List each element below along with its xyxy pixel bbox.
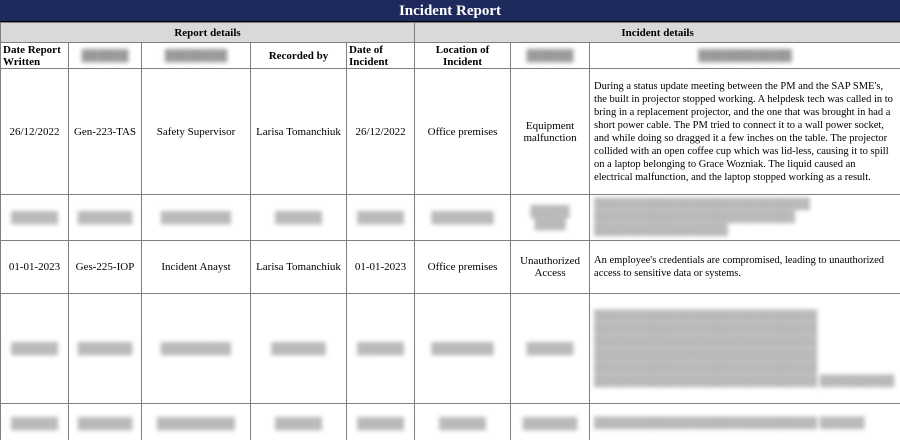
- cell-date-of-incident[interactable]: ██████: [345, 403, 416, 440]
- redacted-text: ██████████████████████████████ █████████…: [594, 310, 895, 387]
- redacted-text: ██████: [11, 211, 58, 224]
- col-date-written[interactable]: Date Report Written: [0, 42, 69, 69]
- cell-role[interactable]: Safety Supervisor: [141, 68, 251, 195]
- redacted-header: ██████: [81, 49, 129, 62]
- redacted-text: █████████: [160, 342, 232, 355]
- cell-date-of-incident[interactable]: 01-01-2023: [345, 240, 416, 294]
- cell-id[interactable]: ███████: [68, 194, 142, 241]
- redacted-header: ██████: [526, 49, 574, 62]
- cell-recorded-by[interactable]: ███████: [250, 293, 347, 404]
- cell-id[interactable]: ███████: [68, 293, 142, 404]
- cell-date-written[interactable]: ██████: [0, 194, 69, 241]
- group-header-row: Report details Incident details: [0, 22, 900, 43]
- group-report-details: Report details: [0, 22, 416, 43]
- redacted-text: ██████████: [157, 417, 235, 430]
- col-role[interactable]: ████████: [141, 42, 251, 69]
- cell-date-of-incident[interactable]: ██████: [345, 293, 416, 404]
- cell-type[interactable]: Equipment malfunction: [510, 68, 591, 195]
- redacted-text: ██████████████████████████████ ██████: [594, 418, 865, 429]
- cell-location[interactable]: Office premises: [414, 68, 512, 195]
- redacted-header: ████████: [164, 49, 228, 62]
- col-incident-type[interactable]: ██████: [510, 42, 591, 69]
- cell-recorded-by[interactable]: Larisa Tomanchiuk: [250, 68, 347, 195]
- redacted-header: ████████████: [698, 49, 792, 62]
- col-incident-number[interactable]: ██████: [68, 42, 142, 69]
- cell-description[interactable]: ██████████████████████████████ ██████: [589, 403, 900, 440]
- cell-id[interactable]: Ges-225-IOP: [68, 240, 142, 294]
- cell-recorded-by[interactable]: ██████: [250, 194, 347, 241]
- col-recorded-by[interactable]: Recorded by: [250, 42, 347, 69]
- cell-type[interactable]: Unauthorized Access: [510, 240, 591, 294]
- cell-location[interactable]: ██████: [414, 403, 512, 440]
- column-header-row: Date Report Written ██████ ████████ Reco…: [0, 42, 900, 69]
- redacted-text: ████████: [431, 342, 494, 355]
- table-row-redacted[interactable]: ██████ ███████ █████████ ███████ ██████ …: [0, 293, 900, 404]
- redacted-text: ██████: [357, 417, 404, 430]
- redacted-text: ███████: [77, 417, 133, 430]
- redacted-text: ██████: [357, 211, 404, 224]
- redacted-text: ████████: [431, 211, 494, 224]
- cell-location[interactable]: ████████: [414, 293, 512, 404]
- cell-date-of-incident[interactable]: ██████: [345, 194, 416, 241]
- redacted-text: ██████: [439, 417, 486, 430]
- cell-date-written[interactable]: 01-01-2023: [0, 240, 69, 294]
- col-date-of-incident[interactable]: Date of Incident: [345, 42, 416, 69]
- cell-location[interactable]: ████████: [414, 194, 512, 241]
- redacted-text: ███████: [77, 342, 133, 355]
- cell-type[interactable]: █████ ████: [510, 194, 591, 241]
- table-row[interactable]: 01-01-2023 Ges-225-IOP Incident Anayst L…: [0, 240, 900, 294]
- cell-role[interactable]: █████████: [141, 194, 251, 241]
- cell-date-of-incident[interactable]: 26/12/2022: [345, 68, 416, 195]
- redacted-text: ███████: [271, 342, 326, 355]
- redacted-text: ██████: [526, 342, 574, 355]
- redacted-text: ██████: [357, 342, 404, 355]
- cell-recorded-by[interactable]: Larisa Tomanchiuk: [250, 240, 347, 294]
- col-incident-description[interactable]: ████████████: [589, 42, 900, 69]
- incident-table: Report details Incident details Date Rep…: [0, 22, 900, 440]
- cell-date-written[interactable]: ██████: [0, 293, 69, 404]
- cell-role[interactable]: Incident Anayst: [141, 240, 251, 294]
- table-row-redacted[interactable]: ██████ ███████ ██████████ ██████ ██████ …: [0, 403, 900, 440]
- cell-description[interactable]: ██████████████████████████████ █████████…: [589, 293, 900, 404]
- col-location[interactable]: Location of Incident: [414, 42, 512, 69]
- cell-description[interactable]: An employee's credentials are compromise…: [589, 240, 900, 294]
- cell-id[interactable]: Gen-223-TAS: [68, 68, 142, 195]
- redacted-text: ███████: [522, 417, 578, 430]
- table-row[interactable]: 26/12/2022 Gen-223-TAS Safety Supervisor…: [0, 68, 900, 195]
- cell-description[interactable]: █████████████████████████████ ██████████…: [589, 194, 900, 241]
- cell-recorded-by[interactable]: ██████: [250, 403, 347, 440]
- group-incident-details: Incident details: [414, 22, 900, 43]
- redacted-text: ███████: [77, 211, 133, 224]
- cell-role[interactable]: █████████: [141, 293, 251, 404]
- redacted-text: █████████████████████████████ ██████████…: [594, 199, 810, 236]
- redacted-text: ██████: [11, 342, 58, 355]
- redacted-text: ██████: [275, 211, 322, 224]
- cell-description[interactable]: During a status update meeting between t…: [589, 68, 900, 195]
- cell-date-written[interactable]: 26/12/2022: [0, 68, 69, 195]
- redacted-text: █████████: [160, 211, 232, 224]
- cell-type[interactable]: ██████: [510, 293, 591, 404]
- cell-type[interactable]: ███████: [510, 403, 591, 440]
- table-row-redacted[interactable]: ██████ ███████ █████████ ██████ ██████ █…: [0, 194, 900, 241]
- cell-location[interactable]: Office premises: [414, 240, 512, 294]
- report-title: Incident Report: [0, 0, 900, 22]
- cell-id[interactable]: ███████: [68, 403, 142, 440]
- redacted-text: █████ ████: [530, 205, 570, 230]
- cell-role[interactable]: ██████████: [141, 403, 251, 440]
- redacted-text: ██████: [275, 417, 322, 430]
- cell-date-written[interactable]: ██████: [0, 403, 69, 440]
- redacted-text: ██████: [11, 417, 58, 430]
